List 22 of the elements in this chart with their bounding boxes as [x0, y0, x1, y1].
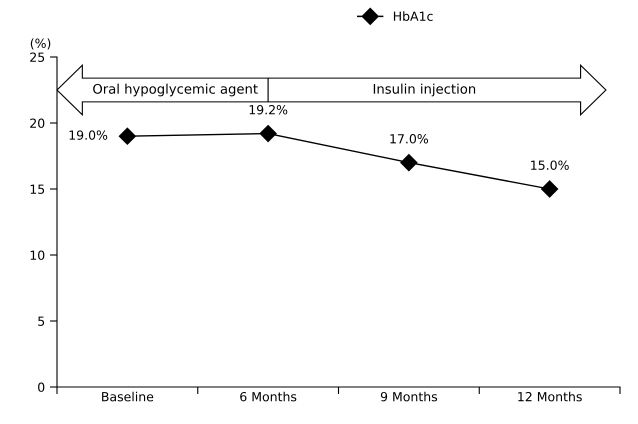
data-label: 17.0%	[390, 134, 428, 144]
x-tick-label: 9 Months	[380, 392, 438, 402]
y-axis-title: (%)	[30, 38, 50, 50]
point	[400, 154, 418, 172]
y-tick-label: 0	[38, 382, 44, 392]
data-label: 19.0%	[70, 130, 108, 140]
x-tick-label: 12 Months	[518, 392, 582, 402]
x-tick-label: Baseline	[102, 392, 154, 402]
y-tick-label: 20	[30, 118, 44, 128]
point	[541, 180, 558, 198]
x-tick-label: 6 Months	[240, 392, 296, 402]
point	[118, 128, 136, 145]
y-tick-label: 10	[30, 250, 44, 260]
legend-label: HbA1c	[394, 11, 433, 21]
y-tick-label: 25	[30, 52, 44, 62]
y-tick-label: 15	[30, 184, 44, 194]
point	[260, 125, 277, 142]
annotation: Insulin injection	[374, 84, 476, 96]
data-label: 19.2%	[250, 105, 288, 114]
annotation: Oral hypoglycemic agent	[93, 84, 258, 96]
y-tick-label: 5	[38, 316, 44, 326]
data-label: 15.0%	[531, 160, 569, 170]
